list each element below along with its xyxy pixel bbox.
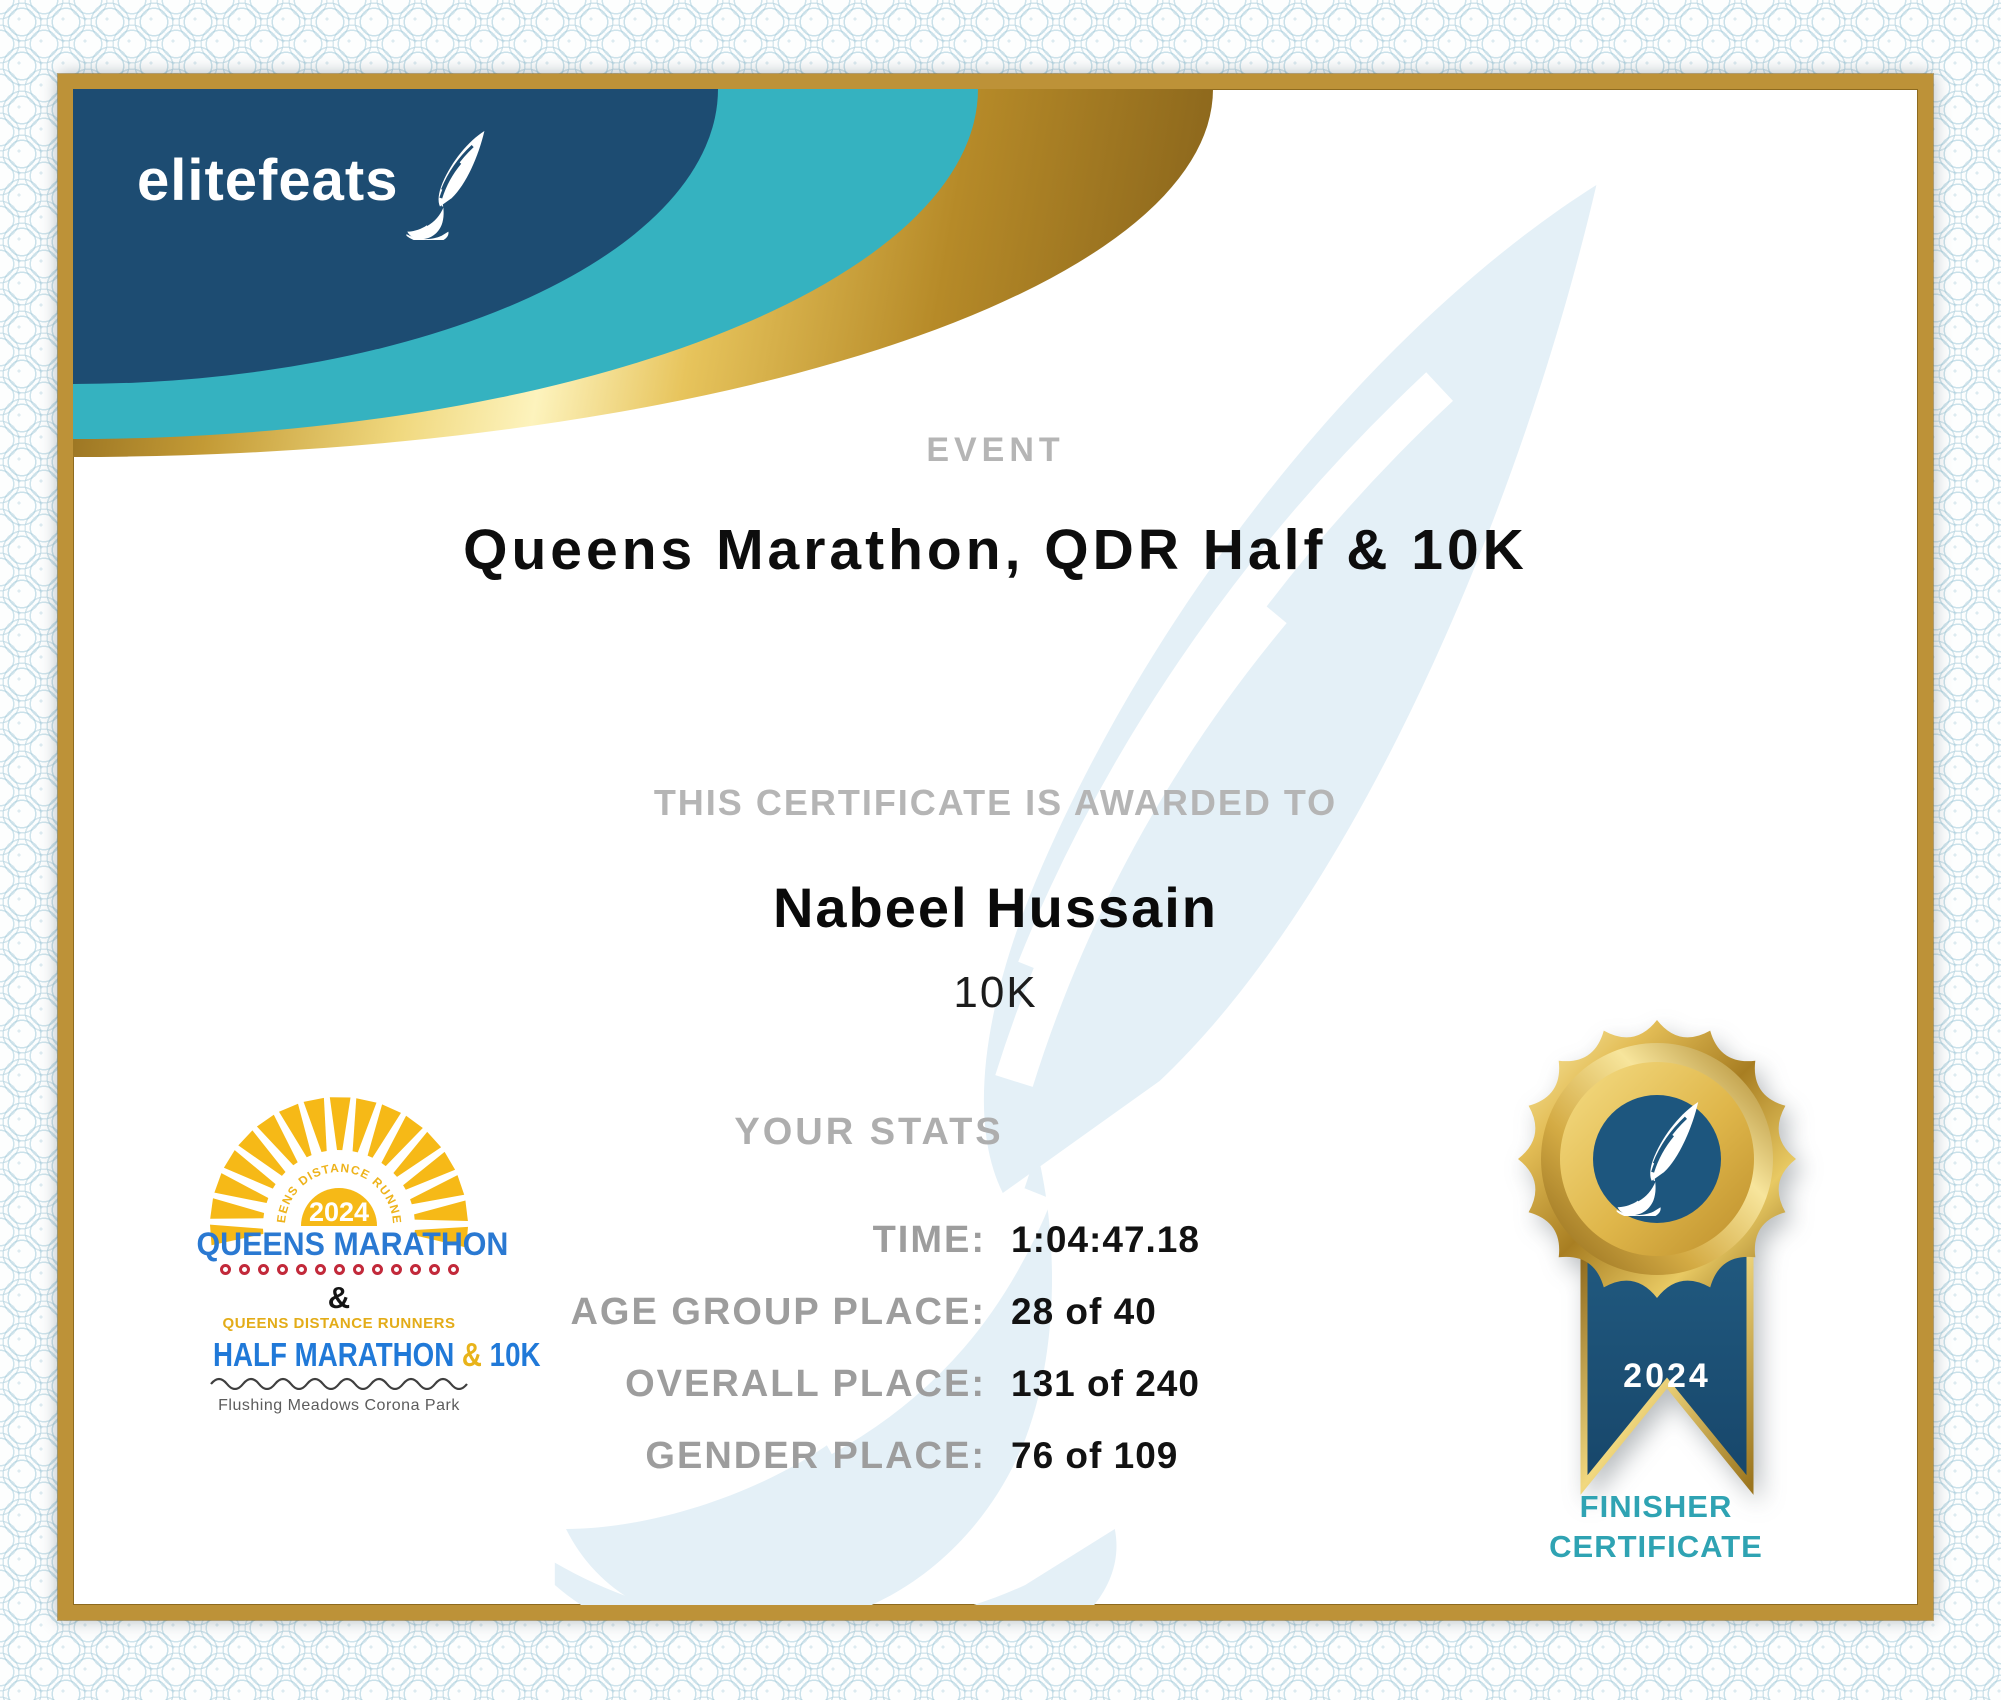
sun-ray <box>329 1097 351 1151</box>
sun-ray <box>210 1198 265 1219</box>
sunburst-icon: QUEENS DISTANCE RUNNERS 2024 <box>189 1075 468 1248</box>
red-dot <box>219 1264 231 1275</box>
race-logo-ampersand: & <box>327 1280 351 1315</box>
red-dot <box>371 1264 383 1275</box>
event-label: EVENT <box>926 431 1065 469</box>
recipient-name: Nabeel Hussain <box>772 876 1219 939</box>
finisher-medal: 2024 <box>1518 1020 1796 1495</box>
red-dot <box>428 1264 440 1275</box>
sun-ray <box>214 1173 269 1203</box>
stat-label: TIME: <box>872 1218 986 1261</box>
queens-marathon-logo: QUEENS DISTANCE RUNNERS 2024 QUEENS MARA… <box>189 1075 541 1435</box>
stats-heading: YOUR STATS <box>734 1111 1004 1153</box>
sun-ray <box>303 1097 327 1152</box>
sun-ray <box>256 1114 298 1166</box>
race-division: 10K <box>953 968 1038 1017</box>
stat-row-gender-place: GENDER PLACE: 76 of 109 <box>73 1420 1918 1492</box>
medal-year: 2024 <box>1623 1357 1711 1395</box>
red-dot <box>409 1264 421 1275</box>
red-dot <box>352 1264 364 1275</box>
stat-value: 1:04:47.18 <box>1011 1219 1200 1260</box>
sun-ray <box>381 1115 423 1167</box>
stat-row-time: TIME: 1:04:47.18 <box>73 1204 1918 1276</box>
sun-ray <box>393 1131 442 1177</box>
red-dot <box>276 1264 288 1275</box>
event-title: Queens Marathon, QDR Half & 10K <box>463 518 1528 582</box>
race-year: 2024 <box>309 1197 369 1227</box>
race-logo-event-line: HALF MARATHON & 10K <box>213 1336 541 1374</box>
wavy-divider <box>189 1376 489 1395</box>
red-dots-row <box>189 1264 489 1275</box>
stat-row-overall-place: OVERALL PLACE: 131 of 240 <box>73 1348 1918 1420</box>
event-line-amp: & <box>461 1336 482 1373</box>
stat-label: OVERALL PLACE: <box>625 1362 986 1405</box>
gold-frame <box>58 74 1933 1620</box>
red-dot <box>314 1264 326 1275</box>
red-dot <box>238 1264 250 1275</box>
elitefeats-logo-text: elitefeats <box>137 148 399 213</box>
award-intro: THIS CERTIFICATE IS AWARDED TO <box>653 782 1338 823</box>
stat-label: AGE GROUP PLACE: <box>570 1290 986 1333</box>
event-line-right: 10K <box>489 1336 541 1373</box>
sun-ray <box>210 1224 264 1246</box>
sun-ray <box>414 1200 468 1221</box>
red-dot <box>295 1264 307 1275</box>
sun-ray <box>279 1103 312 1158</box>
finisher-caption: FINISHER CERTIFICATE <box>1549 1489 1763 1564</box>
red-dot <box>333 1264 345 1275</box>
red-dot <box>447 1264 459 1275</box>
stat-value: 131 of 240 <box>1011 1363 1200 1404</box>
stat-label: GENDER PLACE: <box>645 1434 986 1477</box>
sun-ray <box>367 1104 401 1158</box>
sun-ray <box>410 1175 465 1205</box>
stat-value: 28 of 40 <box>1011 1291 1157 1332</box>
sun-ray <box>223 1150 276 1189</box>
sun-ray <box>414 1226 468 1248</box>
sun-core <box>301 1188 377 1226</box>
event-line-left: HALF MARATHON <box>213 1336 455 1373</box>
stat-row-age-group-place: AGE GROUP PLACE: 28 of 40 <box>73 1276 1918 1348</box>
race-location: Flushing Meadows Corona Park <box>218 1397 460 1414</box>
stat-value: 76 of 109 <box>1011 1435 1179 1476</box>
sun-ray <box>403 1151 456 1190</box>
sun-ray <box>352 1098 377 1153</box>
certificate-content: elitefeats EVENT Queens Marathon, QDR Ha… <box>73 89 1918 1605</box>
winged-foot-icon <box>403 131 487 240</box>
red-dot <box>257 1264 269 1275</box>
race-logo-title: QUEENS MARATHON <box>196 1226 509 1262</box>
red-dot <box>390 1264 402 1275</box>
sun-ray <box>238 1130 286 1176</box>
race-logo-club: QUEENS DISTANCE RUNNERS <box>222 1315 456 1332</box>
stats-table: TIME: 1:04:47.18 AGE GROUP PLACE: 28 of … <box>73 1204 1918 1492</box>
